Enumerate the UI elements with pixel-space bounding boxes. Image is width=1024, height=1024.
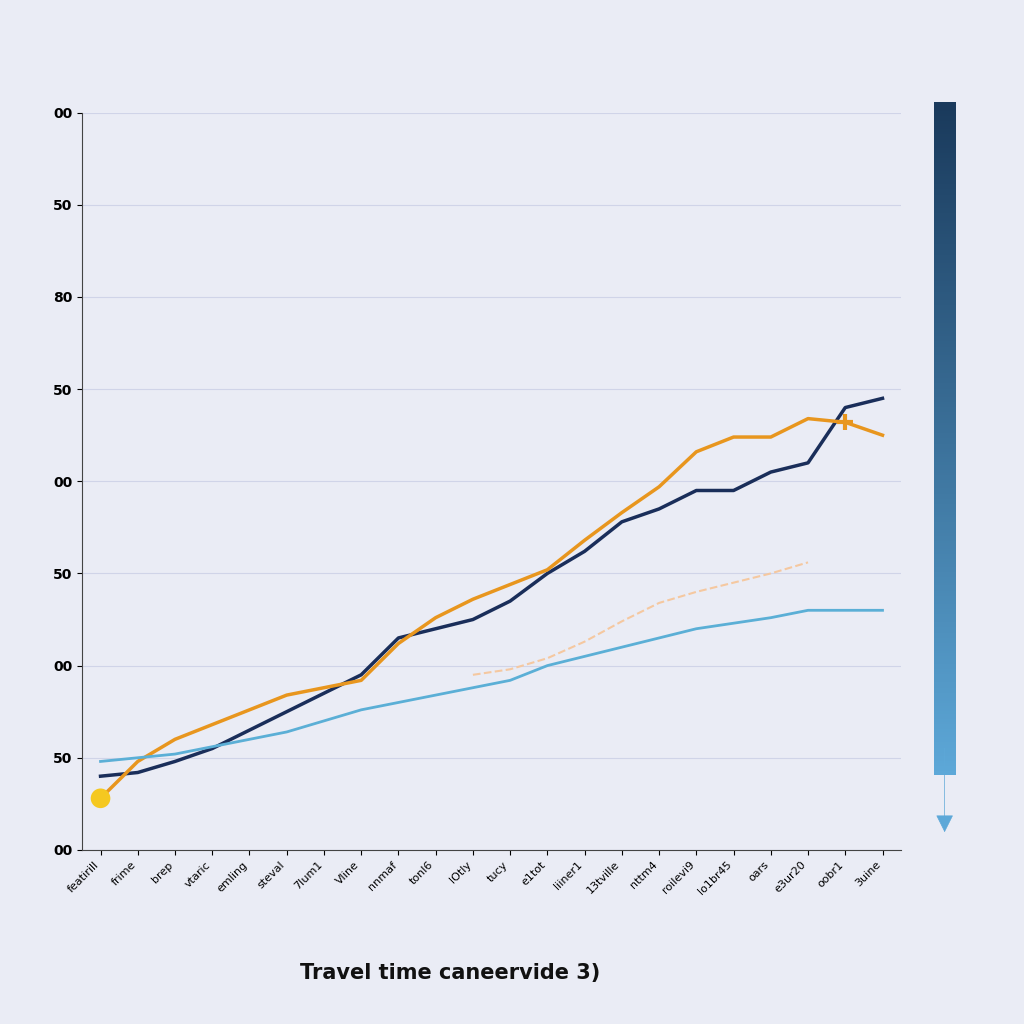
Text: Travel time caneervide 3): Travel time caneervide 3) xyxy=(300,963,601,983)
Point xyxy=(837,414,853,430)
Point xyxy=(92,791,109,807)
